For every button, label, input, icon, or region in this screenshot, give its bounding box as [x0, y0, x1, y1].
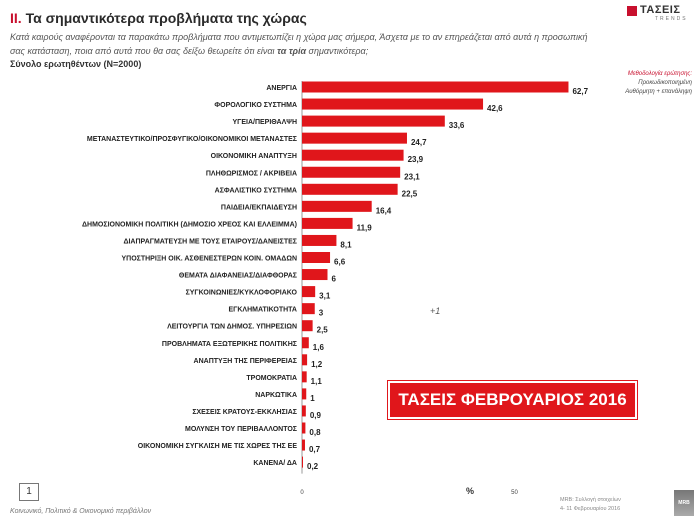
question-part-1: Κατά καιρούς αναφέρονται τα παρακάτω προ… [10, 32, 588, 56]
taseis-logo: ΤΑΣΕΙΣ TRENDS [627, 4, 695, 24]
section-number: II. [10, 10, 22, 26]
bar [302, 405, 306, 417]
value-label: 23,9 [408, 155, 424, 164]
x-axis-label: % [466, 486, 475, 496]
bar [302, 422, 306, 434]
category-label: ΤΡΟΜΟΚΡΑΤΙΑ [246, 375, 297, 382]
category-label: ΥΓΕΙΑ/ΠΕΡΙΘΑΛΨΗ [232, 119, 297, 126]
x-tick-label: 50 [511, 490, 518, 496]
bar [302, 98, 484, 110]
annotation-note: +1 [430, 306, 441, 316]
bar [302, 371, 307, 383]
question-text: Κατά καιρούς αναφέρονται τα παρακάτω προ… [10, 30, 595, 58]
bar [302, 354, 308, 366]
bar [302, 166, 401, 178]
value-label: 8,1 [340, 240, 352, 249]
category-label: ΕΓΚΛΗΜΑΤΙΚΟΤΗΤΑ [228, 307, 297, 314]
bar [302, 200, 372, 212]
category-label: ΠΛΗΘΩΡΙΣΜΟΣ / ΑΚΡΙΒΕΙΑ [206, 170, 297, 177]
mrb-logo: MRB [674, 490, 694, 516]
title-text: Τα σημαντικότερα προβλήματα της χώρας [25, 10, 307, 26]
value-label: 42,6 [487, 104, 503, 113]
bar [302, 217, 353, 229]
category-label: ΣΥΓΚΟΙΝΩΝΙΕΣ/ΚΥΚΛΟΦΟΡΙΑΚΟ [186, 290, 298, 297]
category-label: ΟΙΚΟΝΟΜΙΚΗ ΑΝΑΠΤΥΞΗ [211, 153, 297, 160]
bar [302, 149, 404, 161]
methodology-line-1: Προκωδικοποιημένη [638, 80, 692, 86]
bar [302, 439, 305, 451]
category-label: ΑΝΕΡΓΙΑ [266, 85, 297, 92]
category-label: ΛΕΙΤΟΥΡΓΙΑ ΤΩΝ ΔΗΜΟΣ. ΥΠΗΡΕΣΙΩΝ [167, 324, 297, 331]
methodology-note: Μεθοδολογία ερώτησης: Προκωδικοποιημένη … [562, 70, 692, 97]
value-label: 62,7 [572, 87, 588, 96]
x-tick-label: 0 [300, 490, 304, 496]
category-label: ΘΕΜΑΤΑ ΔΙΑΦΑΝΕΙΑΣ/ΔΙΑΦΘΟΡΑΣ [179, 273, 297, 280]
value-label: 11,9 [357, 223, 373, 232]
bar [302, 269, 328, 281]
category-label: ΜΟΛΥΝΣΗ ΤΟΥ ΠΕΡΙΒΑΛΛΟΝΤΟΣ [185, 426, 297, 433]
value-label: 22,5 [402, 189, 418, 198]
bar [302, 183, 398, 195]
bar [302, 81, 569, 93]
question-emphasis: τα τρία [277, 46, 307, 56]
source-line-2: 4- 11 Φεβρουαρίου 2016 [560, 506, 621, 512]
value-label: 0,9 [310, 411, 322, 420]
value-label: 23,1 [404, 172, 420, 181]
logo-tagline: TRENDS [655, 16, 688, 22]
methodology-title: Μεθοδολογία ερώτησης: [627, 71, 692, 77]
value-label: 0,7 [309, 445, 321, 454]
category-label: ΣΧΕΣΕΙΣ ΚΡΑΤΟΥΣ-ΕΚΚΛΗΣΙΑΣ [192, 409, 297, 416]
category-label: ΚΑΝΕΝΑ/ ΔΑ [253, 460, 297, 467]
sample-base: Σύνολο ερωτηθέντων (N=2000) [10, 59, 142, 69]
bar [302, 286, 316, 298]
value-label: 0,2 [307, 462, 319, 471]
category-label: ΑΝΑΠΤΥΞΗ ΤΗΣ ΠΕΡΙΦΕΡΕΙΑΣ [194, 358, 297, 365]
bar [302, 388, 307, 400]
page-title: II. Τα σημαντικότερα προβλήματα της χώρα… [10, 10, 307, 26]
bar [302, 234, 337, 246]
value-label: 24,7 [411, 138, 427, 147]
footer-source: MRB: Συλλογή στοιχείων 4- 11 Φεβρουαρίου… [560, 496, 660, 514]
category-label: ΝΑΡΚΩΤΙΚΑ [255, 392, 297, 399]
bar [302, 132, 407, 144]
bar [302, 456, 303, 468]
bar [302, 252, 331, 263]
logo-mark-icon [627, 6, 637, 16]
value-label: 6,6 [334, 258, 346, 267]
value-label: 3 [319, 309, 324, 318]
methodology-line-2: Αυθόρμητη + επανάληψη [625, 89, 692, 95]
category-label: ΥΠΟΣΤΗΡΙΞΗ ΟΙΚ. ΑΣΘΕΝΕΣΤΕΡΩΝ ΚΟΙΝ. ΟΜΑΔΩ… [121, 256, 297, 263]
value-label: 1,6 [313, 343, 325, 352]
bar [302, 337, 309, 349]
value-label: 2,5 [317, 326, 329, 335]
category-label: ΑΣΦΑΛΙΣΤΙΚΟ ΣΥΣΤΗΜΑ [215, 187, 297, 194]
category-label: ΠΑΙΔΕΙΑ/ΕΚΠΑΙΔΕΥΣΗ [221, 204, 297, 211]
category-label: ΜΕΤΑΝΑΣΤΕΥΤΙΚΟ/ΠΡΟΣΦΥΓΙΚΟ/ΟΙΚΟΝΟΜΙΚΟΙ ΜΕ… [87, 136, 297, 143]
value-label: 1 [310, 394, 315, 403]
footer-section: Κοινωνικό, Πολιτικό & Οικονομικό περιβάλ… [10, 508, 152, 515]
source-line-1: MRB: Συλλογή στοιχείων [560, 497, 621, 503]
value-label: 3,1 [319, 292, 331, 301]
survey-banner: ΤΑΣΕΙΣ ΦΕΒΡΟΥΑΡΙΟΣ 2016 [388, 381, 637, 419]
question-part-2: σημαντικότερα; [306, 46, 369, 56]
category-label: ΠΡΟΒΛΗΜΑΤΑ ΕΞΩΤΕΡΙΚΗΣ ΠΟΛΙΤΙΚΗΣ [162, 341, 297, 348]
bar [302, 115, 445, 127]
category-label: ΟΙΚΟΝΟΜΙΚΗ ΣΥΓΚΛΙΣΗ ΜΕ ΤΙΣ ΧΩΡΕΣ ΤΗΣ ΕΕ [138, 443, 298, 450]
logo-brand: ΤΑΣΕΙΣ [640, 4, 681, 16]
value-label: 16,4 [376, 206, 392, 215]
value-label: 33,6 [449, 121, 465, 130]
category-label: ΔΙΑΠΡΑΓΜΑΤΕΥΣΗ ΜΕ ΤΟΥΣ ΕΤΑΙΡΟΥΣ/ΔΑΝΕΙΣΤΕ… [123, 238, 297, 245]
category-label: ΔΗΜΟΣΙΟΝΟΜΙΚΗ ΠΟΛΙΤΙΚΗ (ΔΗΜΟΣΙΟ ΧΡΕΟΣ ΚΑ… [82, 221, 297, 228]
bar [302, 320, 313, 332]
bar [302, 303, 315, 315]
value-label: 0,8 [309, 428, 321, 437]
page-number: 1 [19, 483, 39, 501]
value-label: 1,2 [311, 360, 323, 369]
category-label: ΦΟΡΟΛΟΓΙΚΟ ΣΥΣΤΗΜΑ [214, 102, 297, 109]
value-label: 6 [332, 275, 337, 284]
value-label: 1,1 [311, 377, 323, 386]
